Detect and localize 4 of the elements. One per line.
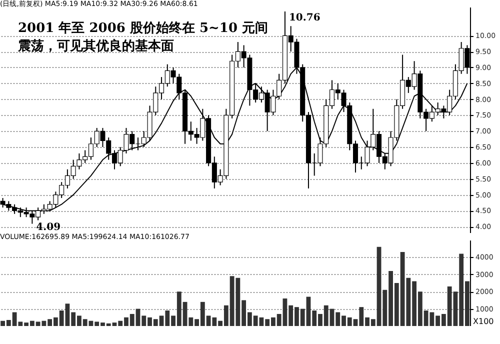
text: 2001 年至 2006 股价始终在 5~10 元间震荡，可见其优良的基本面 — [18, 20, 270, 56]
annotation: 4.09 — [36, 222, 61, 233]
annotation: 10.76 — [288, 12, 320, 24]
text: X100 — [473, 317, 494, 326]
